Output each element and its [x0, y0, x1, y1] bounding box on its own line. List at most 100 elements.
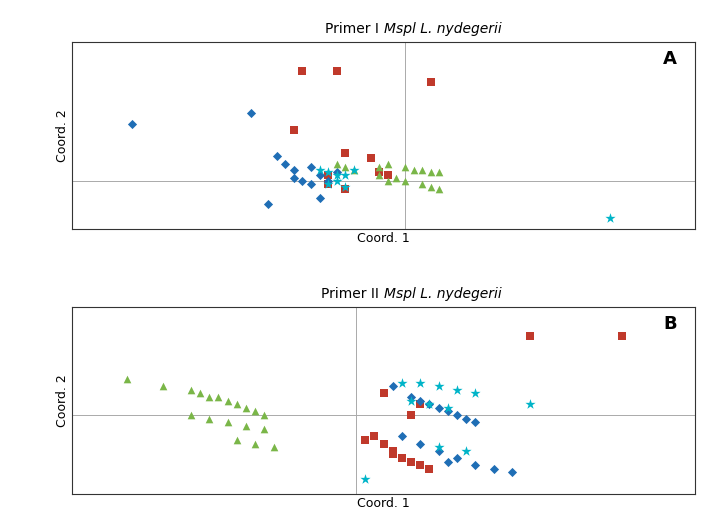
- Point: [408, 165, 419, 174]
- Y-axis label: Coord. 2: Coord. 2: [56, 374, 69, 427]
- Point: [359, 429, 371, 437]
- Point: [382, 171, 394, 179]
- Point: [414, 461, 426, 469]
- Point: [348, 165, 359, 174]
- Point: [305, 414, 316, 423]
- Point: [414, 400, 426, 408]
- X-axis label: Coord. 1: Coord. 1: [357, 496, 410, 510]
- Point: [314, 165, 326, 174]
- Point: [305, 162, 317, 171]
- Point: [259, 410, 270, 419]
- Point: [414, 439, 426, 448]
- Point: [451, 386, 462, 394]
- Point: [250, 407, 261, 416]
- Point: [323, 179, 334, 188]
- Text: Mspl L. nydegerii: Mspl L. nydegerii: [384, 22, 501, 36]
- Point: [288, 126, 300, 134]
- Point: [339, 174, 351, 182]
- Point: [433, 447, 445, 455]
- Point: [460, 414, 472, 423]
- Point: [536, 188, 547, 196]
- Point: [323, 396, 334, 405]
- Point: [378, 432, 389, 441]
- Point: [417, 179, 428, 188]
- Point: [397, 432, 408, 441]
- Point: [314, 171, 326, 179]
- Point: [231, 400, 242, 408]
- Point: [231, 425, 242, 433]
- Point: [323, 179, 334, 188]
- Point: [470, 461, 481, 469]
- Point: [467, 115, 479, 123]
- Point: [314, 171, 326, 179]
- Point: [433, 182, 445, 191]
- Point: [374, 177, 385, 185]
- Point: [323, 177, 334, 185]
- Point: [369, 367, 380, 376]
- Point: [365, 174, 376, 182]
- Point: [544, 182, 556, 191]
- Point: [553, 182, 564, 191]
- Point: [288, 174, 300, 182]
- Point: [405, 396, 417, 405]
- Point: [387, 450, 399, 459]
- Point: [286, 389, 298, 398]
- Point: [399, 162, 411, 171]
- Point: [399, 177, 411, 185]
- Point: [348, 165, 359, 174]
- Point: [305, 393, 316, 401]
- Text: Mspl L. nydegerii: Mspl L. nydegerii: [384, 287, 501, 301]
- Point: [331, 66, 342, 75]
- Point: [414, 379, 426, 387]
- Point: [267, 407, 279, 416]
- Point: [450, 182, 462, 191]
- Point: [125, 120, 137, 129]
- Point: [387, 382, 399, 390]
- Point: [314, 194, 326, 202]
- Point: [359, 404, 371, 412]
- Point: [286, 414, 298, 423]
- Point: [194, 418, 206, 426]
- Point: [323, 422, 334, 430]
- Text: B: B: [663, 315, 677, 333]
- Point: [185, 410, 196, 419]
- Point: [433, 404, 445, 412]
- Point: [204, 393, 215, 401]
- Point: [425, 179, 437, 188]
- Point: [425, 168, 437, 177]
- Point: [374, 168, 385, 177]
- Point: [222, 418, 233, 426]
- Point: [359, 436, 371, 444]
- Point: [425, 78, 437, 87]
- Text: Primer I: Primer I: [326, 22, 384, 36]
- Point: [405, 410, 417, 419]
- Y-axis label: Coord. 2: Coord. 2: [56, 109, 69, 162]
- Point: [286, 410, 298, 419]
- Point: [288, 165, 300, 174]
- Point: [305, 418, 316, 426]
- Point: [331, 174, 342, 182]
- Point: [511, 177, 522, 185]
- Point: [341, 400, 353, 408]
- Point: [476, 171, 488, 179]
- Point: [604, 213, 616, 222]
- Point: [348, 174, 359, 182]
- Point: [617, 332, 628, 340]
- Point: [286, 436, 298, 444]
- Point: [433, 443, 445, 451]
- Point: [213, 422, 224, 430]
- Point: [374, 162, 385, 171]
- Point: [267, 410, 279, 419]
- Point: [391, 174, 402, 182]
- Point: [424, 400, 435, 408]
- Point: [397, 371, 408, 380]
- Point: [378, 389, 389, 398]
- Point: [387, 447, 399, 455]
- Point: [245, 109, 257, 117]
- Point: [399, 177, 411, 185]
- Text: A: A: [663, 50, 677, 68]
- Point: [391, 177, 402, 185]
- Point: [451, 410, 462, 419]
- Point: [250, 404, 261, 412]
- Point: [331, 171, 342, 179]
